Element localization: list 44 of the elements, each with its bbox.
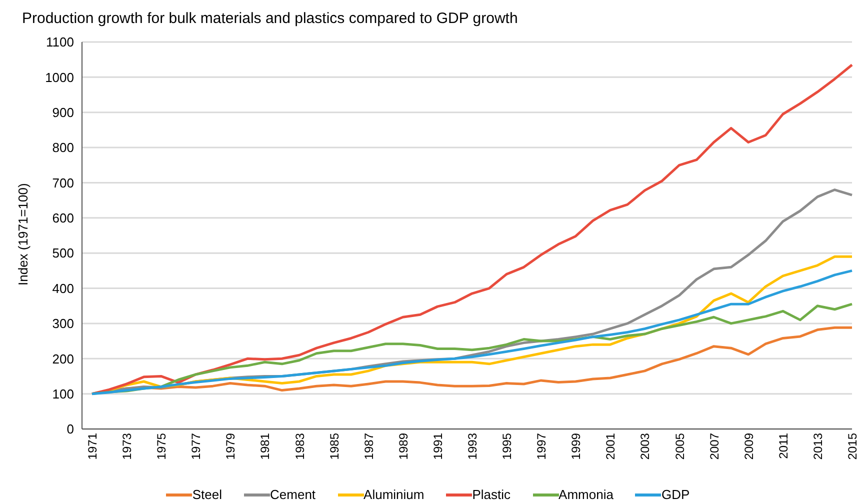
y-axis-title: Index (1971=100): [16, 183, 31, 286]
x-tick-label: 1985: [327, 432, 342, 460]
x-tick-label: 1975: [154, 432, 169, 460]
y-tick-label: 1100: [46, 34, 74, 50]
x-tick-label: 1981: [258, 432, 272, 460]
y-tick-label: 300: [52, 316, 74, 332]
y-tick-label: 1000: [45, 70, 74, 85]
x-tick-label: 2013: [810, 432, 825, 460]
legend-label: Plastic: [472, 487, 511, 502]
chart-title: Production growth for bulk materials and plastics compared to GDP growth: [22, 10, 518, 27]
x-tick-label: 1997: [534, 432, 549, 460]
x-tick-label: 2007: [707, 432, 722, 460]
x-tick-label: 1987: [362, 432, 376, 460]
y-tick-label: 700: [52, 175, 74, 190]
x-tick-label: 2011: [776, 432, 790, 459]
x-tick-label: 1979: [224, 432, 238, 460]
x-tick-label: 2015: [846, 432, 860, 460]
x-tick-label: 1999: [569, 432, 584, 460]
x-tick-label: 1991: [430, 432, 445, 460]
y-tick-label: 800: [52, 140, 74, 156]
x-tick-label: 1989: [396, 432, 410, 460]
legend-label: Cement: [270, 487, 316, 502]
x-tick-label: 1971: [86, 432, 100, 460]
legend-label: Aluminium: [364, 487, 424, 502]
x-tick-label: 1995: [500, 432, 514, 460]
x-tick-label: 2009: [742, 432, 756, 460]
x-tick-label: 1973: [120, 432, 134, 460]
legend-label: GDP: [661, 487, 690, 502]
x-tick-label: 1983: [292, 432, 307, 460]
y-tick-label: 100: [52, 386, 74, 402]
legend-label: Steel: [192, 487, 222, 502]
y-tick-label: 200: [52, 351, 74, 366]
x-tick-label: 2005: [672, 432, 687, 460]
y-tick-label: 500: [52, 246, 74, 261]
x-tick-label: 2003: [638, 432, 652, 460]
x-tick-label: 1977: [189, 432, 204, 460]
x-tick-label: 2001: [604, 432, 618, 460]
y-tick-label: 600: [52, 210, 74, 226]
legend-label: Ammonia: [558, 487, 614, 502]
y-tick-label: 0: [66, 422, 74, 437]
y-tick-label: 400: [52, 280, 74, 296]
line-series: [90, 64, 854, 396]
y-tick-label: 900: [52, 104, 74, 120]
x-tick-label: 1993: [466, 432, 480, 460]
